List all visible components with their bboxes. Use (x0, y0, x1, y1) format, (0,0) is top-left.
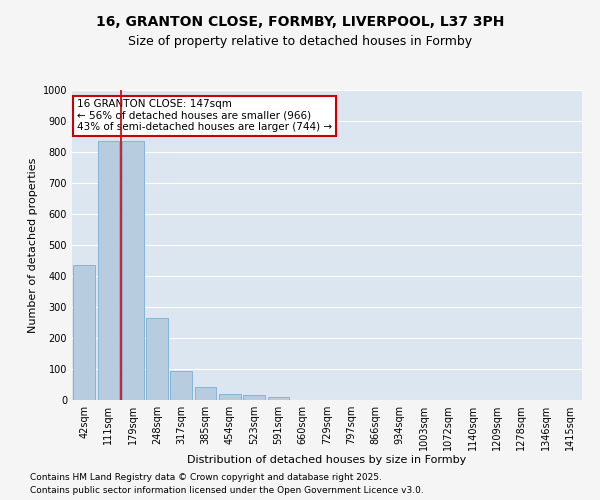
Text: 16 GRANTON CLOSE: 147sqm
← 56% of detached houses are smaller (966)
43% of semi-: 16 GRANTON CLOSE: 147sqm ← 56% of detach… (77, 100, 332, 132)
X-axis label: Distribution of detached houses by size in Formby: Distribution of detached houses by size … (187, 454, 467, 464)
Text: Contains HM Land Registry data © Crown copyright and database right 2025.: Contains HM Land Registry data © Crown c… (30, 474, 382, 482)
Bar (219, 394, 241, 400)
Bar (194, 387, 217, 400)
Y-axis label: Number of detached properties: Number of detached properties (28, 158, 38, 332)
Bar (97, 141, 119, 400)
Bar (122, 141, 143, 400)
Bar (243, 396, 265, 400)
Text: Contains public sector information licensed under the Open Government Licence v3: Contains public sector information licen… (30, 486, 424, 495)
Bar (73, 265, 95, 400)
Bar (170, 370, 192, 400)
Bar (146, 318, 168, 400)
Text: 16, GRANTON CLOSE, FORMBY, LIVERPOOL, L37 3PH: 16, GRANTON CLOSE, FORMBY, LIVERPOOL, L3… (96, 15, 504, 29)
Bar (268, 397, 289, 400)
Text: Size of property relative to detached houses in Formby: Size of property relative to detached ho… (128, 35, 472, 48)
